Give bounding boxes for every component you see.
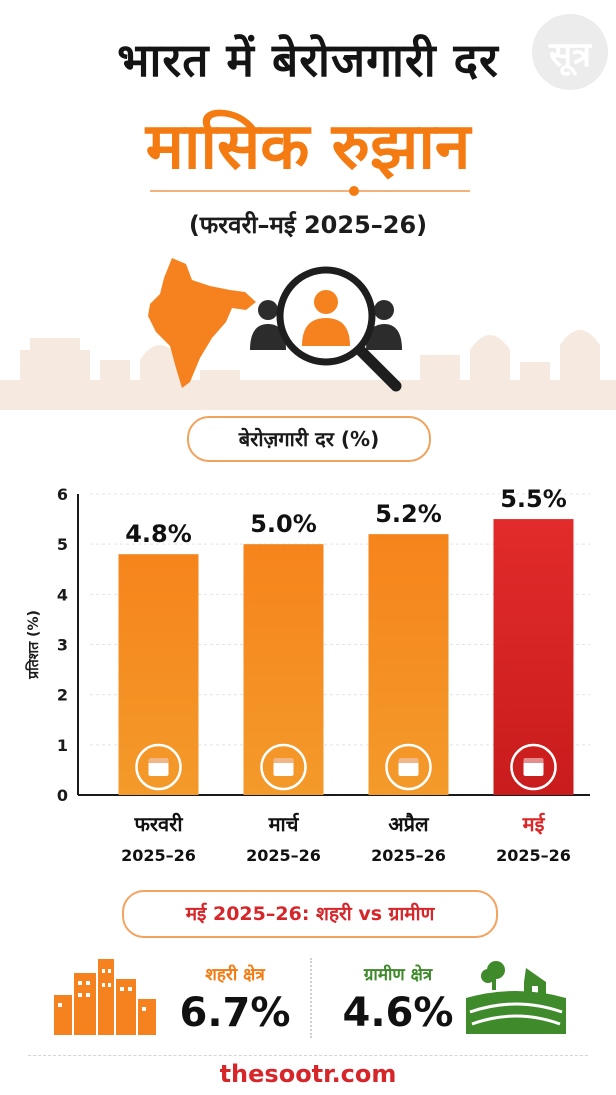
bar-value-label: 5.5% xyxy=(500,485,567,513)
y-tick-label: 0 xyxy=(57,786,68,805)
footer-divider xyxy=(28,1055,588,1056)
y-tick-label: 1 xyxy=(57,736,68,755)
bar-value-label: 5.2% xyxy=(375,500,442,528)
farm-house-icon xyxy=(466,961,566,1034)
bar-value-label: 4.8% xyxy=(125,520,192,548)
x-sub-label: 2025–26 xyxy=(121,846,196,865)
comparison-title: मई 2025–26: शहरी vs ग्रामीण xyxy=(122,890,498,938)
x-category-label: मार्च xyxy=(268,812,300,836)
rural-value: 4.6% xyxy=(342,990,454,1036)
bar-value-label: 5.0% xyxy=(250,510,317,538)
bar xyxy=(118,554,199,795)
skyline-silhouette xyxy=(0,330,616,410)
bar xyxy=(493,519,574,795)
india-map-icon xyxy=(148,258,256,388)
comparison-divider xyxy=(310,958,312,1038)
y-tick-label: 2 xyxy=(57,686,68,705)
page-title: भारत में बेरोजगारी दर xyxy=(117,33,499,87)
unemployment-bar-chart: 0 1 2 3 4 5 6 प्रतिशत (%) 4.8% फरवरी 2025–26 5.0% म… xyxy=(25,485,590,865)
x-sub-label: 2025–26 xyxy=(371,846,446,865)
urban-value: 6.7% xyxy=(179,990,291,1036)
x-category-label: मई xyxy=(522,812,546,836)
y-tick-label: 6 xyxy=(57,485,68,504)
chart-title: बेरोज़गारी दर (%) xyxy=(187,416,431,462)
calendar-icon xyxy=(398,758,419,763)
x-category-label: फरवरी xyxy=(133,812,183,836)
x-sub-label: 2025–26 xyxy=(246,846,321,865)
bar xyxy=(368,534,449,795)
calendar-icon xyxy=(273,758,294,763)
calendar-icon xyxy=(135,743,182,791)
magnifier-icon xyxy=(276,266,402,392)
calendar-icon xyxy=(385,743,432,791)
rural-label: ग्रामीण क्षेत्र xyxy=(363,965,433,985)
y-tick-label: 3 xyxy=(57,636,68,655)
city-buildings-icon xyxy=(54,959,156,1035)
sootr-logo: सूत्र xyxy=(532,14,608,90)
people-icon xyxy=(250,300,402,350)
calendar-icon xyxy=(510,743,557,791)
bar xyxy=(243,544,324,795)
logo-text: सूत्र xyxy=(549,35,591,75)
divider-dot xyxy=(349,186,359,196)
y-axis-label: प्रतिशत (%) xyxy=(25,610,42,680)
title-divider xyxy=(150,190,470,192)
x-sub-label: 2025–26 xyxy=(496,846,571,865)
x-category-label: अप्रैल xyxy=(388,812,430,836)
y-tick-label: 5 xyxy=(57,535,68,554)
urban-label: शहरी क्षेत्र xyxy=(205,965,265,985)
page-subtitle: मासिक रुझान xyxy=(145,110,471,184)
period-label: (फरवरी–मई 2025–26) xyxy=(188,211,428,239)
footer-site-link[interactable]: thesootr.com xyxy=(219,1060,397,1088)
calendar-icon xyxy=(148,758,169,763)
calendar-icon xyxy=(260,743,307,791)
y-tick-label: 4 xyxy=(57,585,68,604)
india-unemployment-illustration xyxy=(0,258,616,410)
calendar-icon xyxy=(523,758,544,763)
